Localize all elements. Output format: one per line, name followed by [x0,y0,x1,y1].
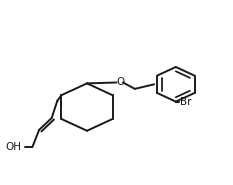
Text: Br: Br [180,97,191,107]
Text: OH: OH [5,142,21,152]
Text: O: O [116,78,124,88]
